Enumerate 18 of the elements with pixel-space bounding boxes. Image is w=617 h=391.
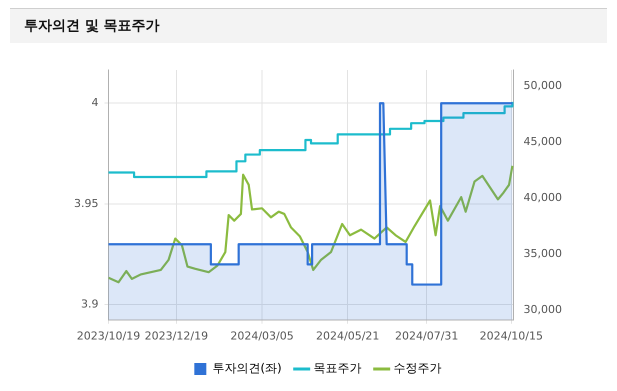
x-tick-label: 2024/03/05 (230, 329, 294, 342)
y2-tick-label: 50,000 (524, 79, 562, 92)
x-tick-label: 2024/07/31 (395, 329, 458, 342)
x-tick-label: 2024/05/21 (316, 329, 380, 342)
x-tick-label: 2024/10/15 (480, 329, 543, 342)
y-tick-label: 3.9 (80, 298, 98, 311)
legend-label: 목표주가 (314, 361, 362, 376)
y2-tick-label: 45,000 (524, 135, 562, 148)
x-tick-label: 2023/10/19 (76, 329, 140, 342)
y2-tick-label: 35,000 (524, 247, 562, 260)
y-tick-label: 3.95 (74, 196, 98, 210)
chart-title: 투자의견 및 목표주가 (24, 17, 160, 35)
legend-label: 수정주가 (394, 361, 442, 376)
y2-tick-label: 30,000 (524, 303, 562, 316)
y-tick-label: 4 (91, 96, 98, 110)
legend-label: 투자의견(좌) (212, 361, 282, 376)
y2-tick-label: 40,000 (524, 191, 562, 204)
x-tick-label: 2023/12/19 (144, 329, 208, 342)
